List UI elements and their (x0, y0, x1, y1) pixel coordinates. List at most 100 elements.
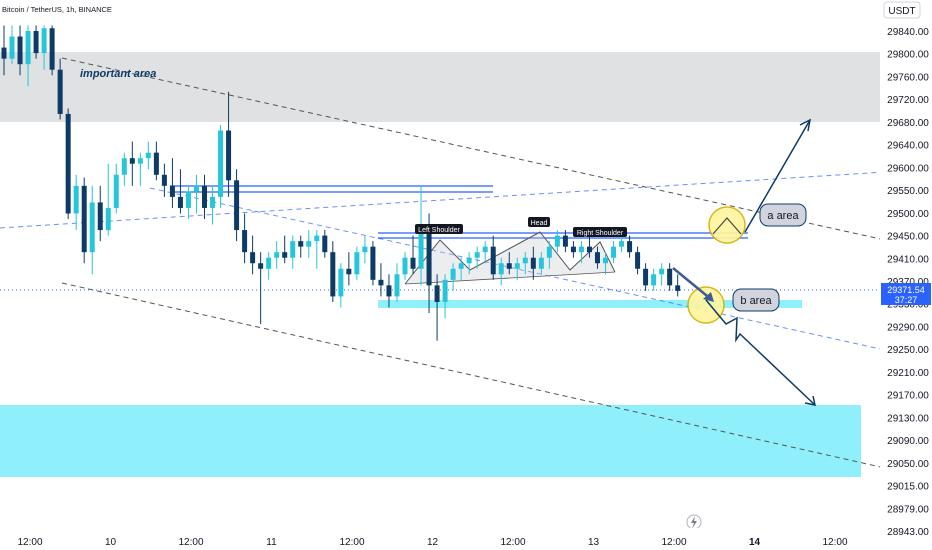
candle[interactable] (514, 263, 520, 269)
symbol-header[interactable]: Bitcoin / TetherUS, 1h, BINANCE (0, 2, 134, 16)
candle[interactable] (474, 252, 480, 258)
candle[interactable] (578, 246, 584, 253)
candle[interactable] (386, 285, 392, 297)
candle[interactable] (410, 257, 416, 269)
candle[interactable] (129, 158, 135, 164)
channel-top-line[interactable] (61, 57, 886, 241)
candle[interactable] (651, 274, 657, 286)
candle[interactable] (274, 252, 280, 258)
candle[interactable] (418, 230, 424, 269)
candle[interactable] (89, 202, 95, 253)
candle[interactable] (33, 31, 39, 54)
lightning-icon[interactable] (686, 514, 702, 530)
candle[interactable] (490, 246, 496, 275)
candle[interactable] (81, 185, 87, 253)
candle[interactable] (266, 257, 272, 269)
b-area-callout[interactable]: b area (732, 288, 780, 312)
candle[interactable] (282, 252, 288, 258)
candle[interactable] (466, 257, 472, 264)
candle[interactable] (643, 268, 649, 286)
candle[interactable] (185, 191, 191, 208)
candle[interactable] (594, 252, 600, 264)
candle[interactable] (570, 246, 576, 253)
candle[interactable] (426, 230, 432, 286)
head-label[interactable]: Head (528, 217, 550, 227)
candle[interactable] (538, 257, 544, 269)
candle[interactable] (242, 230, 248, 253)
candle[interactable] (619, 241, 625, 247)
candle[interactable] (546, 246, 552, 258)
candle[interactable] (65, 113, 71, 214)
candle[interactable] (322, 235, 328, 253)
candle[interactable] (250, 252, 256, 264)
candle[interactable] (193, 185, 199, 192)
candle[interactable] (522, 257, 528, 264)
candle[interactable] (675, 285, 681, 291)
candle[interactable] (434, 285, 440, 302)
important-area-label[interactable]: important area (80, 68, 156, 80)
candle[interactable] (49, 28, 55, 70)
right-shoulder-label[interactable]: Right Shoulder (573, 227, 627, 237)
candle[interactable] (603, 257, 608, 264)
candle[interactable] (169, 185, 175, 197)
candle[interactable] (57, 69, 63, 114)
candle[interactable] (210, 196, 216, 208)
candle[interactable] (394, 274, 400, 297)
candle[interactable] (290, 241, 296, 258)
candle[interactable] (554, 235, 560, 247)
rising-trendline[interactable] (0, 171, 886, 229)
left-shoulder-label[interactable]: Left Shoulder (415, 224, 463, 234)
candle[interactable] (402, 257, 408, 275)
candle[interactable] (442, 279, 448, 302)
candle[interactable] (234, 180, 240, 231)
candle[interactable] (306, 241, 312, 247)
candle[interactable] (362, 246, 368, 253)
candle[interactable] (378, 279, 384, 286)
candle[interactable] (177, 196, 183, 208)
candle[interactable] (530, 257, 536, 269)
a-area-callout[interactable]: a area (759, 203, 807, 227)
candle[interactable] (498, 263, 504, 275)
time-axis[interactable] (0, 528, 880, 550)
candle[interactable] (667, 268, 673, 286)
candle[interactable] (226, 130, 232, 181)
candle[interactable] (9, 36, 15, 59)
candle[interactable] (145, 152, 151, 159)
candle[interactable] (611, 246, 617, 258)
candle[interactable] (482, 246, 488, 253)
bull-path-line[interactable] (744, 119, 811, 233)
candle[interactable] (314, 235, 320, 242)
candle[interactable] (338, 268, 344, 297)
candle[interactable] (458, 263, 464, 269)
candle[interactable] (153, 152, 159, 175)
candle[interactable] (17, 36, 23, 65)
candle[interactable] (258, 263, 264, 269)
candle[interactable] (105, 207, 111, 231)
candle[interactable] (41, 28, 47, 54)
candle[interactable] (202, 185, 207, 208)
candle[interactable] (450, 268, 456, 280)
candle[interactable] (73, 185, 79, 214)
price-axis[interactable] (880, 0, 932, 550)
candle[interactable] (121, 158, 127, 175)
candle[interactable] (137, 158, 143, 164)
candle[interactable] (25, 31, 31, 65)
candle[interactable] (330, 252, 336, 297)
candle[interactable] (113, 174, 119, 208)
currency-badge[interactable]: USDT (883, 1, 921, 19)
candle[interactable] (562, 235, 568, 247)
candle[interactable] (659, 268, 665, 275)
candle[interactable] (1, 47, 7, 59)
candle[interactable] (635, 252, 641, 269)
bear-path-line[interactable] (705, 299, 816, 406)
candle[interactable] (218, 130, 224, 197)
candle[interactable] (97, 202, 103, 231)
candle[interactable] (370, 246, 376, 280)
candle[interactable] (627, 241, 633, 253)
candle[interactable] (586, 246, 592, 253)
candle[interactable] (161, 174, 167, 186)
candle[interactable] (298, 241, 304, 247)
candle[interactable] (354, 252, 360, 275)
